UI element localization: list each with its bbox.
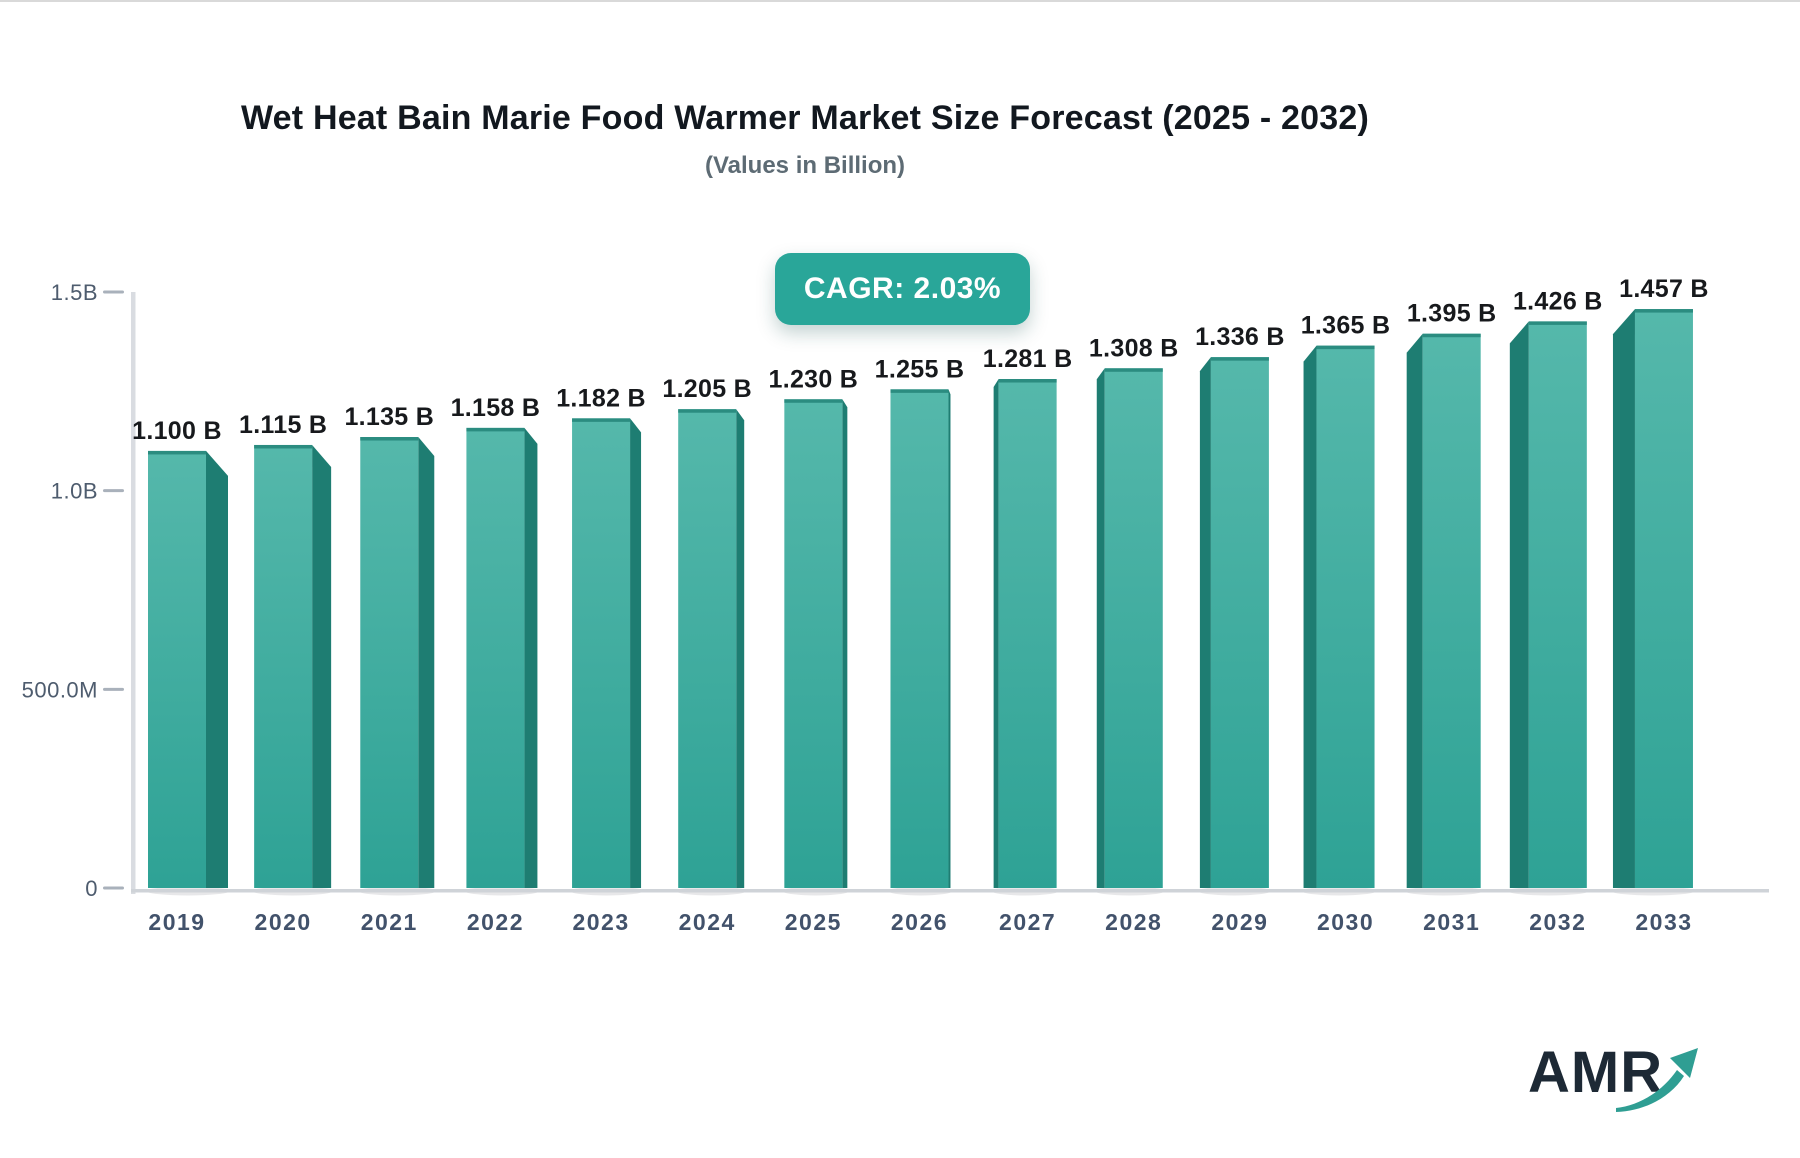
x-axis-label: 2033 <box>1635 909 1692 935</box>
bar-side-face <box>630 418 642 888</box>
bar-value-label: 1.365 B <box>1301 312 1391 340</box>
bar-front-face <box>784 399 843 888</box>
bar-value-label: 1.135 B <box>344 403 434 431</box>
bar-side-face <box>206 450 228 888</box>
amr-logo-arrow-icon <box>1616 1070 1684 1112</box>
y-axis-tick <box>103 290 124 294</box>
bar-top-edge <box>1634 309 1693 313</box>
bar-top-edge <box>678 409 737 413</box>
bar-front-face <box>998 379 1057 888</box>
bar-top-edge <box>1316 345 1375 350</box>
bar-front-face <box>1634 309 1693 888</box>
bar-top-edge <box>1210 357 1269 361</box>
y-axis-label: 1.0B <box>51 479 98 504</box>
bar-value-label: 1.182 B <box>556 384 646 412</box>
bar-front-face <box>1422 333 1481 889</box>
amr-logo-text: AMR <box>1528 1040 1663 1105</box>
x-axis-label: 2031 <box>1423 909 1480 935</box>
x-axis-label: 2021 <box>361 909 418 935</box>
bar-front-face <box>678 409 737 888</box>
y-axis-tick <box>103 489 124 493</box>
bar-top-edge <box>1104 368 1163 372</box>
bar-front-face <box>1210 357 1269 888</box>
chart-subtitle: (Values in Billion) <box>704 152 906 179</box>
bar-top-edge <box>784 399 843 403</box>
x-axis-label: 2020 <box>255 909 312 935</box>
x-axis-label: 2026 <box>891 909 948 935</box>
y-axis-tick <box>103 886 124 890</box>
bar-side-face <box>736 409 745 888</box>
x-axis-label: 2022 <box>467 909 524 935</box>
bar-side-face <box>1612 309 1635 888</box>
x-axis-label: 2027 <box>999 909 1056 935</box>
y-axis-label: 1.5B <box>51 280 98 305</box>
bar-value-label: 1.205 B <box>662 375 752 403</box>
bar-side-face <box>1303 345 1317 888</box>
bar-front-face <box>890 389 949 888</box>
bar-side-face <box>312 444 332 888</box>
bar-side-face <box>948 389 951 888</box>
bar-value-label: 1.255 B <box>875 355 965 383</box>
bar-front-face <box>1316 345 1375 888</box>
x-axis-label: 2024 <box>679 909 736 935</box>
y-axis-tick <box>103 687 124 691</box>
bar-front-face <box>572 418 631 888</box>
chart-title: Wet Heat Bain Marie Food Warmer Market S… <box>240 99 1370 137</box>
bar-top-edge <box>148 450 206 455</box>
x-axis-label: 2025 <box>785 909 842 935</box>
bar-side-face <box>1199 357 1211 888</box>
bar-top-edge <box>1528 321 1587 325</box>
bar-value-label: 1.100 B <box>132 417 222 445</box>
amr-logo-arrowhead-icon <box>1670 1048 1698 1078</box>
bar-side-face <box>524 427 538 888</box>
bar-value-label: 1.308 B <box>1089 334 1179 362</box>
bar-value-label: 1.230 B <box>769 365 859 393</box>
bar-side-face <box>993 379 999 888</box>
bar-front-face <box>466 427 525 888</box>
bar-front-face <box>254 444 313 888</box>
bar-value-label: 1.115 B <box>239 411 327 439</box>
bar-value-label: 1.426 B <box>1513 287 1603 315</box>
bar-top-edge <box>360 437 419 441</box>
bar-side-face <box>1406 333 1423 889</box>
bar-top-edge <box>572 418 631 422</box>
x-axis-label: 2028 <box>1105 909 1162 935</box>
bar-value-label: 1.395 B <box>1407 300 1497 328</box>
x-axis-label: 2023 <box>572 909 629 935</box>
bar-top-edge <box>466 427 525 432</box>
bar-top-edge <box>254 444 313 449</box>
bar-top-edge <box>998 379 1057 383</box>
bar-front-face <box>360 437 419 888</box>
cagr-badge: CAGR: 2.03% <box>775 253 1030 325</box>
bar-side-face <box>1509 321 1529 888</box>
y-axis-label: 0 <box>85 876 98 901</box>
bar-front-face <box>1104 368 1163 889</box>
x-axis-label: 2032 <box>1529 909 1586 935</box>
bar-front-face <box>1528 321 1587 888</box>
bar-value-label: 1.281 B <box>983 345 1073 373</box>
amr-logo: AMR <box>1520 1030 1710 1116</box>
bar-top-edge <box>890 389 949 393</box>
y-axis-line <box>131 292 136 894</box>
x-axis-label: 2030 <box>1317 909 1374 935</box>
x-axis-label: 2029 <box>1211 909 1268 935</box>
bar-value-label: 1.336 B <box>1195 323 1285 351</box>
bar-value-label: 1.158 B <box>451 394 541 422</box>
x-axis-line <box>131 889 1769 893</box>
x-axis-label: 2019 <box>148 909 205 935</box>
bar-front-face <box>148 450 206 888</box>
amr-logo-svg: AMR <box>1528 1040 1698 1112</box>
cagr-badge-label: CAGR: 2.03% <box>803 272 1002 305</box>
bar-side-face <box>1096 368 1105 889</box>
y-axis-label: 500.0M <box>22 677 98 702</box>
bar-side-face <box>842 399 848 888</box>
bar-side-face <box>418 437 435 888</box>
bar-top-edge <box>1422 333 1481 338</box>
bar-value-label: 1.457 B <box>1619 275 1709 303</box>
